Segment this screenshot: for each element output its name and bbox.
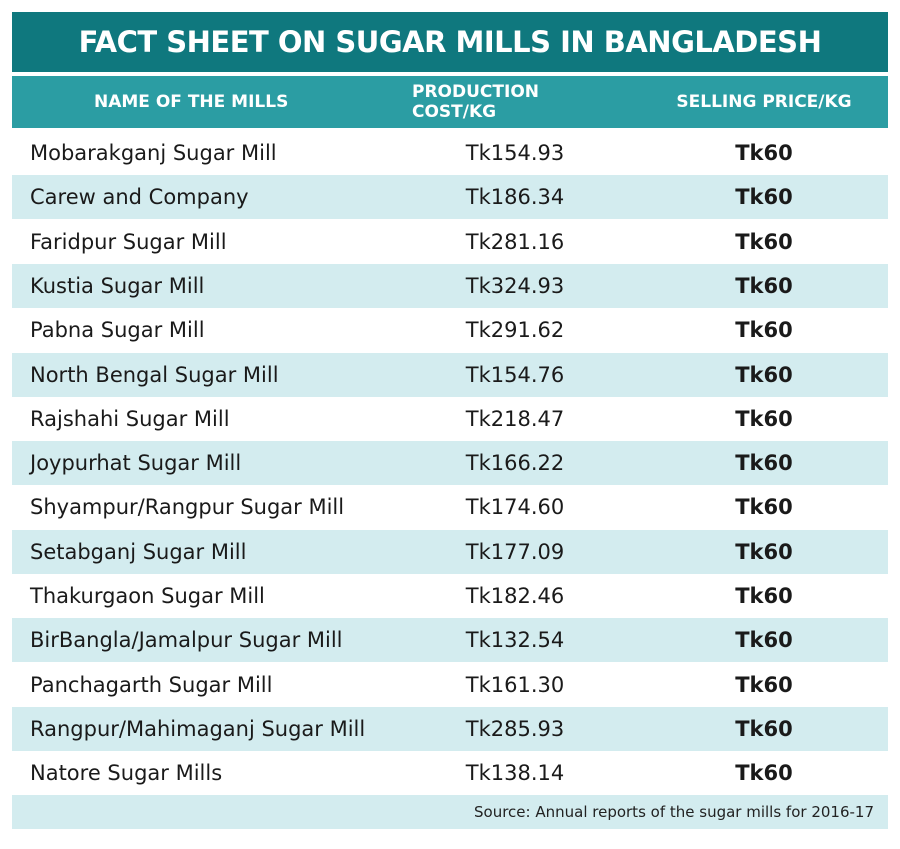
- table-row: Faridpur Sugar Mill Tk281.16 Tk60: [12, 220, 888, 264]
- mill-name: Pabna Sugar Mill: [30, 318, 205, 343]
- table-row: Joypurhat Sugar Mill Tk166.22 Tk60: [12, 441, 888, 486]
- selling-price: Tk60: [735, 716, 793, 741]
- production-cost: Tk291.62: [465, 318, 565, 343]
- mill-name: Mobarakganj Sugar Mill: [30, 141, 277, 165]
- mill-name: North Bengal Sugar Mill: [30, 362, 279, 387]
- table-row: Natore Sugar Mills Tk138.14 Tk60: [12, 751, 888, 795]
- production-cost: Tk324.93: [465, 273, 565, 298]
- table-row: BirBangla/Jamalpur Sugar Mill Tk132.54 Tk6…: [12, 618, 888, 663]
- column-header: SELLING PRICE/KG: [676, 92, 852, 112]
- production-cost: Tk166.22: [465, 451, 565, 476]
- production-cost: Tk186.34: [465, 185, 565, 210]
- selling-price: Tk60: [735, 761, 793, 786]
- selling-price: Tk60: [735, 584, 793, 608]
- selling-price: Tk60: [735, 406, 793, 431]
- selling-price: Tk60: [735, 318, 793, 343]
- source-note: Source: Annual reports of the sugar mill…: [12, 795, 888, 829]
- mill-name: Kustia Sugar Mill: [30, 273, 205, 298]
- production-cost: Tk138.14: [465, 761, 565, 786]
- table-row: Mobarakganj Sugar Mill Tk154.93 Tk60: [12, 131, 888, 175]
- table-row: Setabganj Sugar Mill Tk177.09 Tk60: [12, 529, 888, 574]
- mill-name: Natore Sugar Mills: [30, 761, 223, 786]
- selling-price: Tk60: [735, 628, 793, 653]
- production-cost: Tk161.30: [465, 672, 565, 697]
- selling-price: Tk60: [735, 451, 793, 476]
- table-row: Shyampur/Rangpur Sugar Mill Tk174.60 Tk60: [12, 485, 888, 529]
- production-cost: Tk154.93: [465, 141, 565, 165]
- selling-price: Tk60: [735, 229, 793, 254]
- production-cost: Tk218.47: [465, 406, 565, 431]
- table-row: Thakurgaon Sugar Mill Tk182.46 Tk60: [12, 574, 888, 618]
- mill-name: Thakurgaon Sugar Mill: [30, 584, 265, 608]
- column-header: PRODUCTION COST/KG: [412, 82, 539, 122]
- production-cost: Tk281.16: [465, 229, 565, 254]
- mill-name: Rajshahi Sugar Mill: [30, 406, 230, 431]
- mill-name: BirBangla/Jamalpur Sugar Mill: [30, 628, 343, 653]
- table-row: Pabna Sugar Mill Tk291.62 Tk60: [12, 308, 888, 352]
- selling-price: Tk60: [735, 273, 793, 298]
- title: FACT SHEET ON SUGAR MILLS IN BANGLADESH: [12, 12, 888, 72]
- production-cost: Tk132.54: [465, 628, 565, 653]
- production-cost: Tk285.93: [465, 716, 565, 741]
- table-row: North Bengal Sugar Mill Tk154.76 Tk60: [12, 352, 888, 397]
- mill-name: Shyampur/Rangpur Sugar Mill: [30, 495, 345, 520]
- table-row: Rangpur/Mahimaganj Sugar Mill Tk285.93 Tk6…: [12, 706, 888, 751]
- selling-price: Tk60: [735, 362, 793, 387]
- table-row: Kustia Sugar Mill Tk324.93 Tk60: [12, 263, 888, 308]
- table-row: Panchagarth Sugar Mill Tk161.30 Tk60: [12, 663, 888, 707]
- table-row: Rajshahi Sugar Mill Tk218.47 Tk60: [12, 397, 888, 441]
- header-row: NAME OF THE MILLS PRODUCTION COST/KG SEL…: [12, 76, 888, 128]
- selling-price: Tk60: [735, 539, 793, 564]
- production-cost: Tk174.60: [465, 495, 565, 520]
- production-cost: Tk154.76: [465, 362, 565, 387]
- mill-name: Faridpur Sugar Mill: [30, 229, 227, 254]
- selling-price: Tk60: [735, 141, 793, 165]
- production-cost: Tk177.09: [465, 539, 565, 564]
- mill-name: Carew and Company: [30, 185, 249, 210]
- selling-price: Tk60: [735, 495, 793, 520]
- mill-name: Panchagarth Sugar Mill: [30, 672, 273, 697]
- column-header: NAME OF THE MILLS: [94, 92, 289, 112]
- mill-name: Joypurhat Sugar Mill: [30, 451, 242, 476]
- selling-price: Tk60: [735, 672, 793, 697]
- mill-name: Rangpur/Mahimaganj Sugar Mill: [30, 716, 366, 741]
- selling-price: Tk60: [735, 185, 793, 210]
- production-cost: Tk182.46: [465, 584, 565, 608]
- mill-name: Setabganj Sugar Mill: [30, 539, 247, 564]
- table-row: Carew and Company Tk186.34 Tk60: [12, 175, 888, 220]
